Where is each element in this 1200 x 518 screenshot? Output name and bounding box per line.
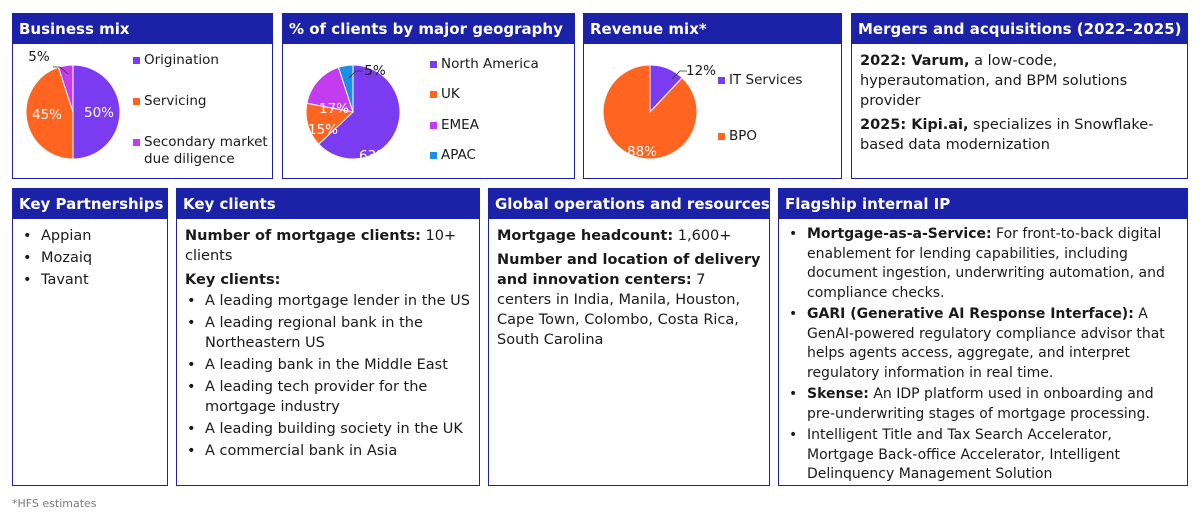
legend-swatch: [133, 98, 140, 105]
legend-it-services: IT Services: [718, 72, 802, 89]
legend-swatch: [430, 122, 437, 129]
footnote: *HFS estimates: [12, 497, 97, 510]
pie-slice-emea: [306, 66, 354, 113]
business-mix-pie-chart: 50% 45% 5%: [25, 49, 121, 160]
pie-label-leader: [53, 66, 69, 75]
pie-slice-origination: [72, 64, 121, 160]
clients-list-title: Key clients:: [185, 272, 281, 288]
clients-count: Number of mortgage clients: 10+ clients: [185, 228, 457, 264]
client-item: A leading tech provider for the mortgage…: [185, 377, 472, 417]
pie-value-label: 45%: [32, 107, 62, 123]
pie-slice-north-america: [318, 64, 401, 160]
client-item: A leading building society in the UK: [185, 419, 472, 439]
pie-value-label: 88%: [627, 144, 657, 160]
business-mix-header: Business mix: [13, 14, 272, 44]
partner-item: Appian: [21, 226, 160, 246]
ip-item-accelerators: Intelligent Title and Tax Search Acceler…: [787, 426, 1180, 485]
revenue-mix-panel: Revenue mix* 12% 88% IT Services BPO: [583, 13, 842, 179]
pie-value-label: 5%: [28, 49, 50, 65]
legend-origination: Origination: [133, 52, 269, 69]
pie-value-label: 5%: [364, 63, 386, 79]
ip-item-maas: Mortgage-as-a-Service: For front-to-back…: [787, 225, 1180, 303]
client-item: A leading bank in the Middle East: [185, 355, 472, 375]
revenue-mix-pie-chart: 12% 88%: [602, 63, 716, 160]
client-item: A leading regional bank in the Northeast…: [185, 313, 472, 353]
clients-header: Key clients: [177, 189, 479, 219]
pie-slice-apac: [337, 64, 354, 113]
legend-apac: APAC: [430, 147, 476, 164]
mna-header: Mergers and acquisitions (2022–2025): [852, 14, 1187, 44]
legend-uk: UK: [430, 86, 460, 103]
partner-item: Tavant: [21, 270, 160, 290]
pie-value-label: 50%: [84, 105, 114, 121]
legend-bpo: BPO: [718, 128, 757, 145]
client-item: A leading mortgage lender in the US: [185, 291, 472, 311]
legend-swatch: [133, 57, 140, 64]
clients-panel: Key clients Number of mortgage clients: …: [176, 188, 480, 486]
pie-value-label: 17%: [319, 101, 349, 117]
geography-pie-chart: 63% 15% 17% 5%: [305, 63, 401, 164]
pie-label-leader: [348, 70, 363, 79]
pie-slice-servicing: [25, 66, 74, 160]
partnerships-header: Key Partnerships: [13, 189, 167, 219]
ip-panel: Flagship internal IP Mortgage-as-a-Servi…: [778, 188, 1188, 486]
business-mix-panel: Business mix 50% 45% 5% Origination Servic…: [12, 13, 273, 179]
pie-value-label: 15%: [308, 122, 338, 138]
legend-swatch: [430, 61, 437, 68]
legend-servicing: Servicing: [133, 93, 269, 110]
mna-panel: Mergers and acquisitions (2022–2025) 202…: [851, 13, 1188, 179]
ip-item-skense: Skense: An IDP platform used in onboardi…: [787, 385, 1180, 424]
operations-panel: Global operations and resources Mortgage…: [488, 188, 770, 486]
pie-value-label: 63%: [359, 148, 389, 164]
legend-emea: EMEA: [430, 117, 479, 134]
legend-swatch: [430, 152, 437, 159]
pie-slice-bpo: [602, 64, 698, 160]
revenue-mix-header: Revenue mix*: [584, 14, 841, 44]
pie-value-label: 12%: [686, 63, 716, 79]
partnerships-panel: Key Partnerships Appian Mozaiq Tavant: [12, 188, 168, 486]
operations-centers: Number and location of delivery and inno…: [497, 252, 761, 348]
operations-header: Global operations and resources: [489, 189, 769, 219]
legend-secondary-market: Secondary market due diligence: [133, 134, 271, 168]
geography-header: % of clients by major geography: [283, 14, 574, 44]
legend-swatch: [718, 77, 725, 84]
client-item: A commercial bank in Asia: [185, 441, 472, 461]
partner-item: Mozaiq: [21, 248, 160, 268]
legend-north-america: North America: [430, 56, 539, 73]
ip-item-gari: GARI (Generative AI Response Interface):…: [787, 305, 1180, 383]
geography-panel: % of clients by major geography 63% 15% 17…: [282, 13, 575, 179]
pie-label-leader: [671, 70, 687, 80]
legend-swatch: [430, 91, 437, 98]
mna-item-kipi: 2025: Kipi.ai, specializes in Snowflake-…: [860, 117, 1154, 153]
legend-swatch: [133, 139, 140, 146]
operations-headcount: Mortgage headcount: 1,600+: [497, 228, 732, 244]
mna-item-varum: 2022: Varum, a low-code, hyperautomation…: [860, 53, 1128, 109]
legend-swatch: [718, 133, 725, 140]
ip-header: Flagship internal IP: [779, 189, 1187, 219]
